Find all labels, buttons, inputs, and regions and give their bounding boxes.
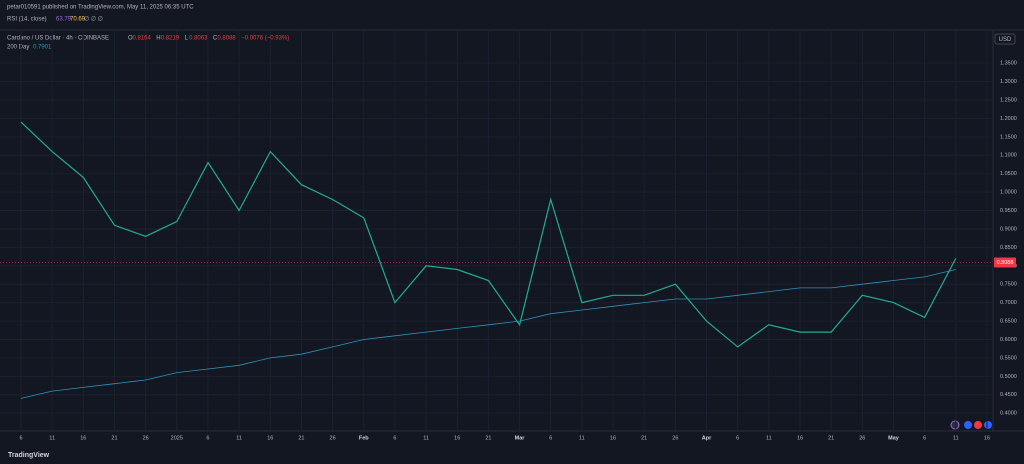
y-tick-label: 0.7000 xyxy=(1000,300,1017,306)
y-tick-label: 1.2500 xyxy=(1000,97,1017,103)
ohlc-key: O xyxy=(128,36,133,42)
rsi-name: RSI (14, close) xyxy=(7,17,47,23)
y-tick-label: 0.6500 xyxy=(1000,319,1017,325)
y-tick-label: 1.1000 xyxy=(1000,153,1017,159)
ohlc-value: 0.8219 xyxy=(161,36,180,42)
ma-line xyxy=(20,269,956,399)
x-tick-label: 16 xyxy=(797,435,803,441)
icon[interactable] xyxy=(984,421,992,429)
ohlc-key: L xyxy=(185,36,189,42)
ohlc-value: 0.8164 xyxy=(133,36,152,42)
y-tick-label: 0.4000 xyxy=(1000,411,1017,417)
ohlc-value: −0.0076 (−0.93%) xyxy=(241,36,289,42)
x-tick-label: 26 xyxy=(330,435,336,441)
ohlc-value: 0.8063 xyxy=(189,36,208,42)
x-tick-label: Feb xyxy=(359,435,369,441)
publisher: petar010591 published on TradingView.com… xyxy=(7,5,194,11)
y-tick-label: 0.5500 xyxy=(1000,355,1017,361)
ohlc-key: C xyxy=(213,36,218,42)
x-tick-label: 26 xyxy=(859,435,865,441)
y-tick-label: 0.4500 xyxy=(1000,392,1017,398)
y-tick-label: 1.3500 xyxy=(1000,61,1017,67)
brand: TradingView xyxy=(8,452,50,459)
x-tick-label: 26 xyxy=(143,435,149,441)
x-tick-label: 6 xyxy=(19,435,22,441)
icon[interactable] xyxy=(964,421,972,429)
currency[interactable]: USD xyxy=(999,37,1012,43)
y-tick-label: 1.0000 xyxy=(1000,190,1017,196)
x-tick-label: 6 xyxy=(736,435,739,441)
x-tick-label: 11 xyxy=(423,435,429,441)
x-tick-label: 21 xyxy=(485,435,491,441)
x-tick-label: Mar xyxy=(515,435,526,441)
x-tick-label: May xyxy=(888,435,900,441)
last-price-tag xyxy=(994,257,1016,268)
x-tick-label: 21 xyxy=(298,435,304,441)
bottom-icons xyxy=(950,420,992,430)
x-tick-label: 11 xyxy=(49,435,55,441)
y-tick-label: 1.3000 xyxy=(1000,79,1017,85)
y-tick-label: 0.5000 xyxy=(1000,374,1017,380)
y-tick-label: 1.0500 xyxy=(1000,171,1017,177)
ma-legend-name: 200 Day xyxy=(7,45,29,51)
x-tick-label: 21 xyxy=(828,435,834,441)
x-tick-label: 21 xyxy=(111,435,117,441)
x-tick-label: 16 xyxy=(984,435,990,441)
x-tick-label: 21 xyxy=(641,435,647,441)
x-tick-label: 11 xyxy=(236,435,242,441)
x-tick-label: 16 xyxy=(267,435,273,441)
rsi-value: 70.69 xyxy=(70,17,86,23)
x-tick-label: 6 xyxy=(549,435,552,441)
x-tick-label: Apr xyxy=(702,435,712,441)
y-tick-label: 0.9500 xyxy=(1000,208,1017,214)
icon[interactable] xyxy=(974,421,982,429)
ohlc-key: H xyxy=(156,36,160,42)
x-tick-label: 16 xyxy=(80,435,86,441)
rsi-rest: ∅ ∅ ∅ xyxy=(84,16,103,23)
ma-legend-value: 0.7901 xyxy=(33,45,52,51)
y-tick-label: 0.9000 xyxy=(1000,226,1017,232)
x-tick-label: 2025 xyxy=(171,435,183,441)
rsi-value: 63.79 xyxy=(56,17,72,23)
icon[interactable] xyxy=(950,420,960,430)
ohlc-value: 0.8088 xyxy=(217,36,236,42)
last-price-label: 0.8088 xyxy=(997,260,1014,266)
x-tick-label: 16 xyxy=(454,435,460,441)
y-tick-label: 0.7500 xyxy=(1000,282,1017,288)
x-tick-label: 26 xyxy=(672,435,678,441)
x-tick-label: 6 xyxy=(393,435,396,441)
x-tick-label: 6 xyxy=(923,435,926,441)
y-tick-label: 0.8500 xyxy=(1000,245,1017,251)
x-tick-label: 11 xyxy=(766,435,772,441)
price-line xyxy=(20,121,957,348)
grid xyxy=(0,30,993,431)
currency-box[interactable] xyxy=(994,33,1016,45)
x-tick-label: 11 xyxy=(953,435,959,441)
x-tick-label: 16 xyxy=(610,435,616,441)
symbol-title: Cardano / US Dollar · 4h · COINBASE xyxy=(7,36,109,42)
x-tick-label: 6 xyxy=(206,435,209,441)
x-tick-label: 11 xyxy=(579,435,585,441)
y-tick-label: 1.2000 xyxy=(1000,116,1017,122)
y-tick-label: 1.1500 xyxy=(1000,134,1017,140)
y-tick-label: 0.6000 xyxy=(1000,337,1017,343)
